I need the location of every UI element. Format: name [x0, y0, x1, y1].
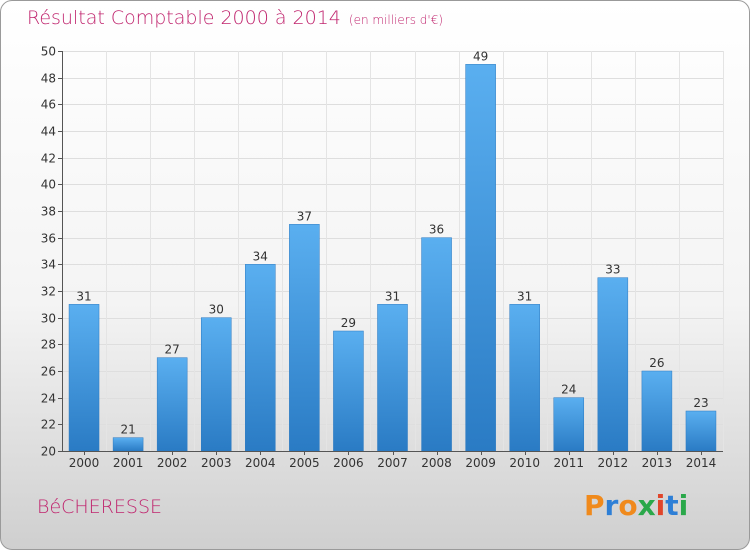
y-tick-label: 20: [41, 445, 56, 459]
logo-letter: P: [584, 489, 605, 522]
logo-letter: t: [665, 489, 679, 522]
data-label-2006: 29: [341, 316, 356, 330]
bar-2002: [156, 357, 188, 452]
bar-2007: [377, 304, 408, 452]
data-label-2007: 31: [385, 289, 400, 303]
bar-2008: [421, 237, 452, 452]
bar-2012: [597, 277, 629, 452]
logo-letter: r: [604, 489, 619, 522]
data-label-2009: 49: [473, 49, 488, 63]
bar-2001: [112, 437, 144, 452]
data-label-2004: 34: [253, 249, 268, 263]
logo-letter: o: [618, 489, 638, 522]
x-tick-label: 2000: [69, 456, 100, 470]
y-tick-label: 26: [41, 365, 56, 379]
y-tick-label: 36: [41, 232, 56, 246]
bar-2013: [641, 370, 673, 452]
x-tick-label: 2010: [509, 456, 540, 470]
x-tick-label: 2006: [333, 456, 364, 470]
x-tick-label: 2013: [642, 456, 673, 470]
bar-2011: [553, 397, 585, 452]
y-tick-label: 28: [41, 338, 56, 352]
y-tick-label: 40: [41, 178, 56, 192]
chart-title: Résultat Comptable 2000 à 2014 (en millie…: [27, 7, 443, 29]
proxiti-logo[interactable]: Proxiti: [584, 489, 688, 522]
y-tick-label: 38: [41, 205, 56, 219]
bar-2005: [289, 224, 320, 452]
y-tick-label: 48: [41, 72, 56, 86]
x-tick-label: 2004: [245, 456, 276, 470]
y-tick-label: 22: [41, 418, 56, 432]
bar-2006: [333, 330, 364, 452]
y-tick-label: 24: [41, 392, 56, 406]
data-label-2013: 26: [649, 356, 664, 370]
commune-name: BéCHERESSE: [37, 496, 163, 518]
data-label-2000: 31: [76, 289, 91, 303]
x-tick-label: 2012: [598, 456, 629, 470]
x-tick-label: 2002: [157, 456, 188, 470]
y-tick-label: 50: [41, 45, 56, 59]
logo-letter: i: [678, 489, 689, 522]
x-tick-label: 2014: [686, 456, 717, 470]
unit-text: (en milliers d'€): [348, 13, 444, 27]
bar-2004: [245, 264, 276, 452]
x-tick-label: 2011: [553, 456, 584, 470]
x-tick-label: 2001: [113, 456, 144, 470]
y-tick-label: 44: [41, 125, 56, 139]
bar-layer: 31 21 27 30 34 37 29 31 36 49 31 24 33 26 23: [68, 49, 717, 452]
y-tick-label: 46: [41, 98, 56, 112]
x-tick-label: 2003: [201, 456, 232, 470]
logo-letter: i: [655, 489, 666, 522]
y-tick-label: 32: [41, 285, 56, 299]
y-tick-label: 30: [41, 312, 56, 326]
bar-2010: [509, 304, 540, 452]
y-tick-label: 34: [41, 258, 56, 272]
x-tick-label: 2007: [377, 456, 408, 470]
bar-2009: [465, 64, 496, 452]
data-label-2003: 30: [209, 303, 224, 317]
data-label-2012: 33: [605, 263, 620, 277]
data-label-2002: 27: [165, 343, 180, 357]
y-tick-label: 42: [41, 152, 56, 166]
x-tick-label: 2008: [421, 456, 452, 470]
title-text: Résultat Comptable 2000 à 2014: [27, 7, 341, 29]
bar-2014: [685, 410, 717, 452]
axis-layer: 20 22 24 26 28 30 32 34 36 38 40 42 44 46 48 50 2000 2001…: [41, 45, 723, 470]
data-label-2010: 31: [517, 289, 532, 303]
x-tick-label: 2005: [289, 456, 320, 470]
data-label-2011: 24: [561, 383, 576, 397]
bar-2003: [200, 317, 232, 452]
x-tick-label: 2009: [465, 456, 496, 470]
bar-2000: [68, 304, 100, 452]
data-label-2005: 37: [297, 209, 312, 223]
data-label-2008: 36: [429, 223, 444, 237]
data-label-2001: 21: [120, 423, 135, 437]
logo-letter: x: [637, 489, 656, 522]
data-label-2014: 23: [693, 396, 708, 410]
